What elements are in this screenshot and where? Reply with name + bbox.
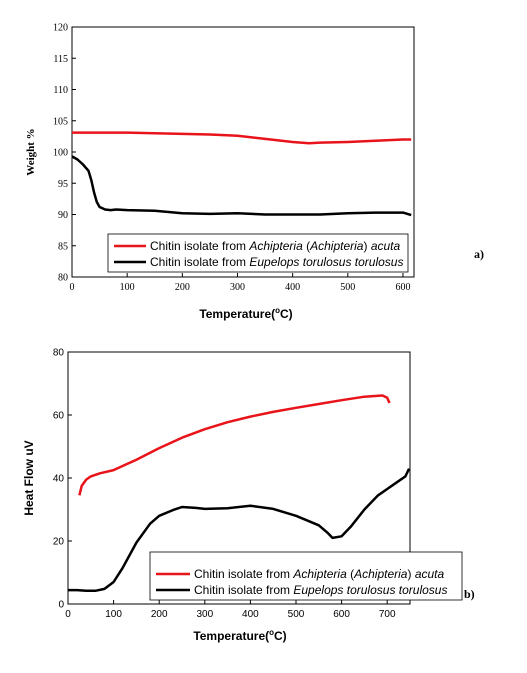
series-line-a-0 [72,131,412,145]
legend-box-a [107,233,409,273]
x-tick-label: 600 [333,609,350,620]
y-tick-label: 85 [58,241,68,252]
y-tick-label: 0 [58,600,64,611]
x-tick-label: 700 [379,609,396,620]
y-tick-label: 100 [53,148,68,159]
x-axis-ticks-b: 0 100 200 300 400 500 600 700 [65,600,396,620]
x-tick-label: 0 [70,282,75,293]
x-tick-label: 400 [285,282,300,293]
legend-b: Chitin isolate from Achipteria (Achipter… [149,551,463,601]
x-tick-label: 400 [242,609,259,620]
x-tick-label: 300 [196,609,213,620]
x-tick-label: 200 [175,282,190,293]
legend-box-b [149,551,463,601]
y-tick-label: 115 [53,54,68,65]
x-axis-label-a: Temperature(oC) [199,306,292,321]
y-axis-ticks-a: 80 85 90 95 100 105 110 115 120 [53,23,76,284]
legend-a: Chitin isolate from Achipteria (Achipter… [107,233,409,273]
legend-entry-a-0: Chitin isolate from Achipteria (Achipter… [150,239,400,253]
chart-panel-a: 80 85 90 95 100 105 110 115 120 0 100 200 300 400 500… [25,23,484,322]
y-tick-label: 95 [58,179,68,190]
x-tick-label: 500 [288,609,305,620]
y-tick-label: 60 [53,411,65,422]
chart-panel-b: 0 20 40 60 80 0 100 200 300 400 500 600 700 Heat Fl… [22,348,475,644]
y-tick-label: 90 [58,210,68,221]
y-axis-label-b: Heat Flow uV [22,440,36,515]
y-tick-label: 110 [53,85,68,96]
y-tick-label: 40 [53,474,65,485]
legend-entry-b-0: Chitin isolate from Achipteria (Achipter… [194,567,444,581]
x-tick-label: 500 [340,282,355,293]
y-tick-label: 80 [58,273,68,284]
x-tick-label: 100 [105,609,122,620]
x-tick-label: 0 [65,609,71,620]
y-tick-label: 105 [53,116,68,127]
x-axis-ticks-a: 0 100 200 300 400 500 600 [70,273,410,293]
x-tick-label: 600 [395,282,410,293]
y-axis-label-a: Weight % [25,128,37,175]
y-tick-label: 80 [53,348,65,359]
y-axis-ticks-b: 0 20 40 60 80 [53,348,72,611]
y-tick-label: 20 [53,537,65,548]
y-tick-label: 120 [53,23,68,34]
x-tick-label: 100 [120,282,135,293]
x-axis-label-b: Temperature(oC) [193,628,286,643]
legend-entry-a-1: Chitin isolate from Eupelops torulosus t… [150,255,403,269]
series-lines-a [71,131,412,217]
series-line-a-1 [71,155,412,217]
series-line-b-0 [78,394,391,496]
legend-entry-b-1: Chitin isolate from Eupelops torulosus t… [194,583,447,597]
x-tick-label: 200 [151,609,168,620]
series-lines-b [68,394,411,593]
panel-label-a: a) [474,247,484,261]
panel-label-b: b) [464,587,475,601]
series-line-b-1 [68,468,411,593]
x-tick-label: 300 [230,282,245,293]
